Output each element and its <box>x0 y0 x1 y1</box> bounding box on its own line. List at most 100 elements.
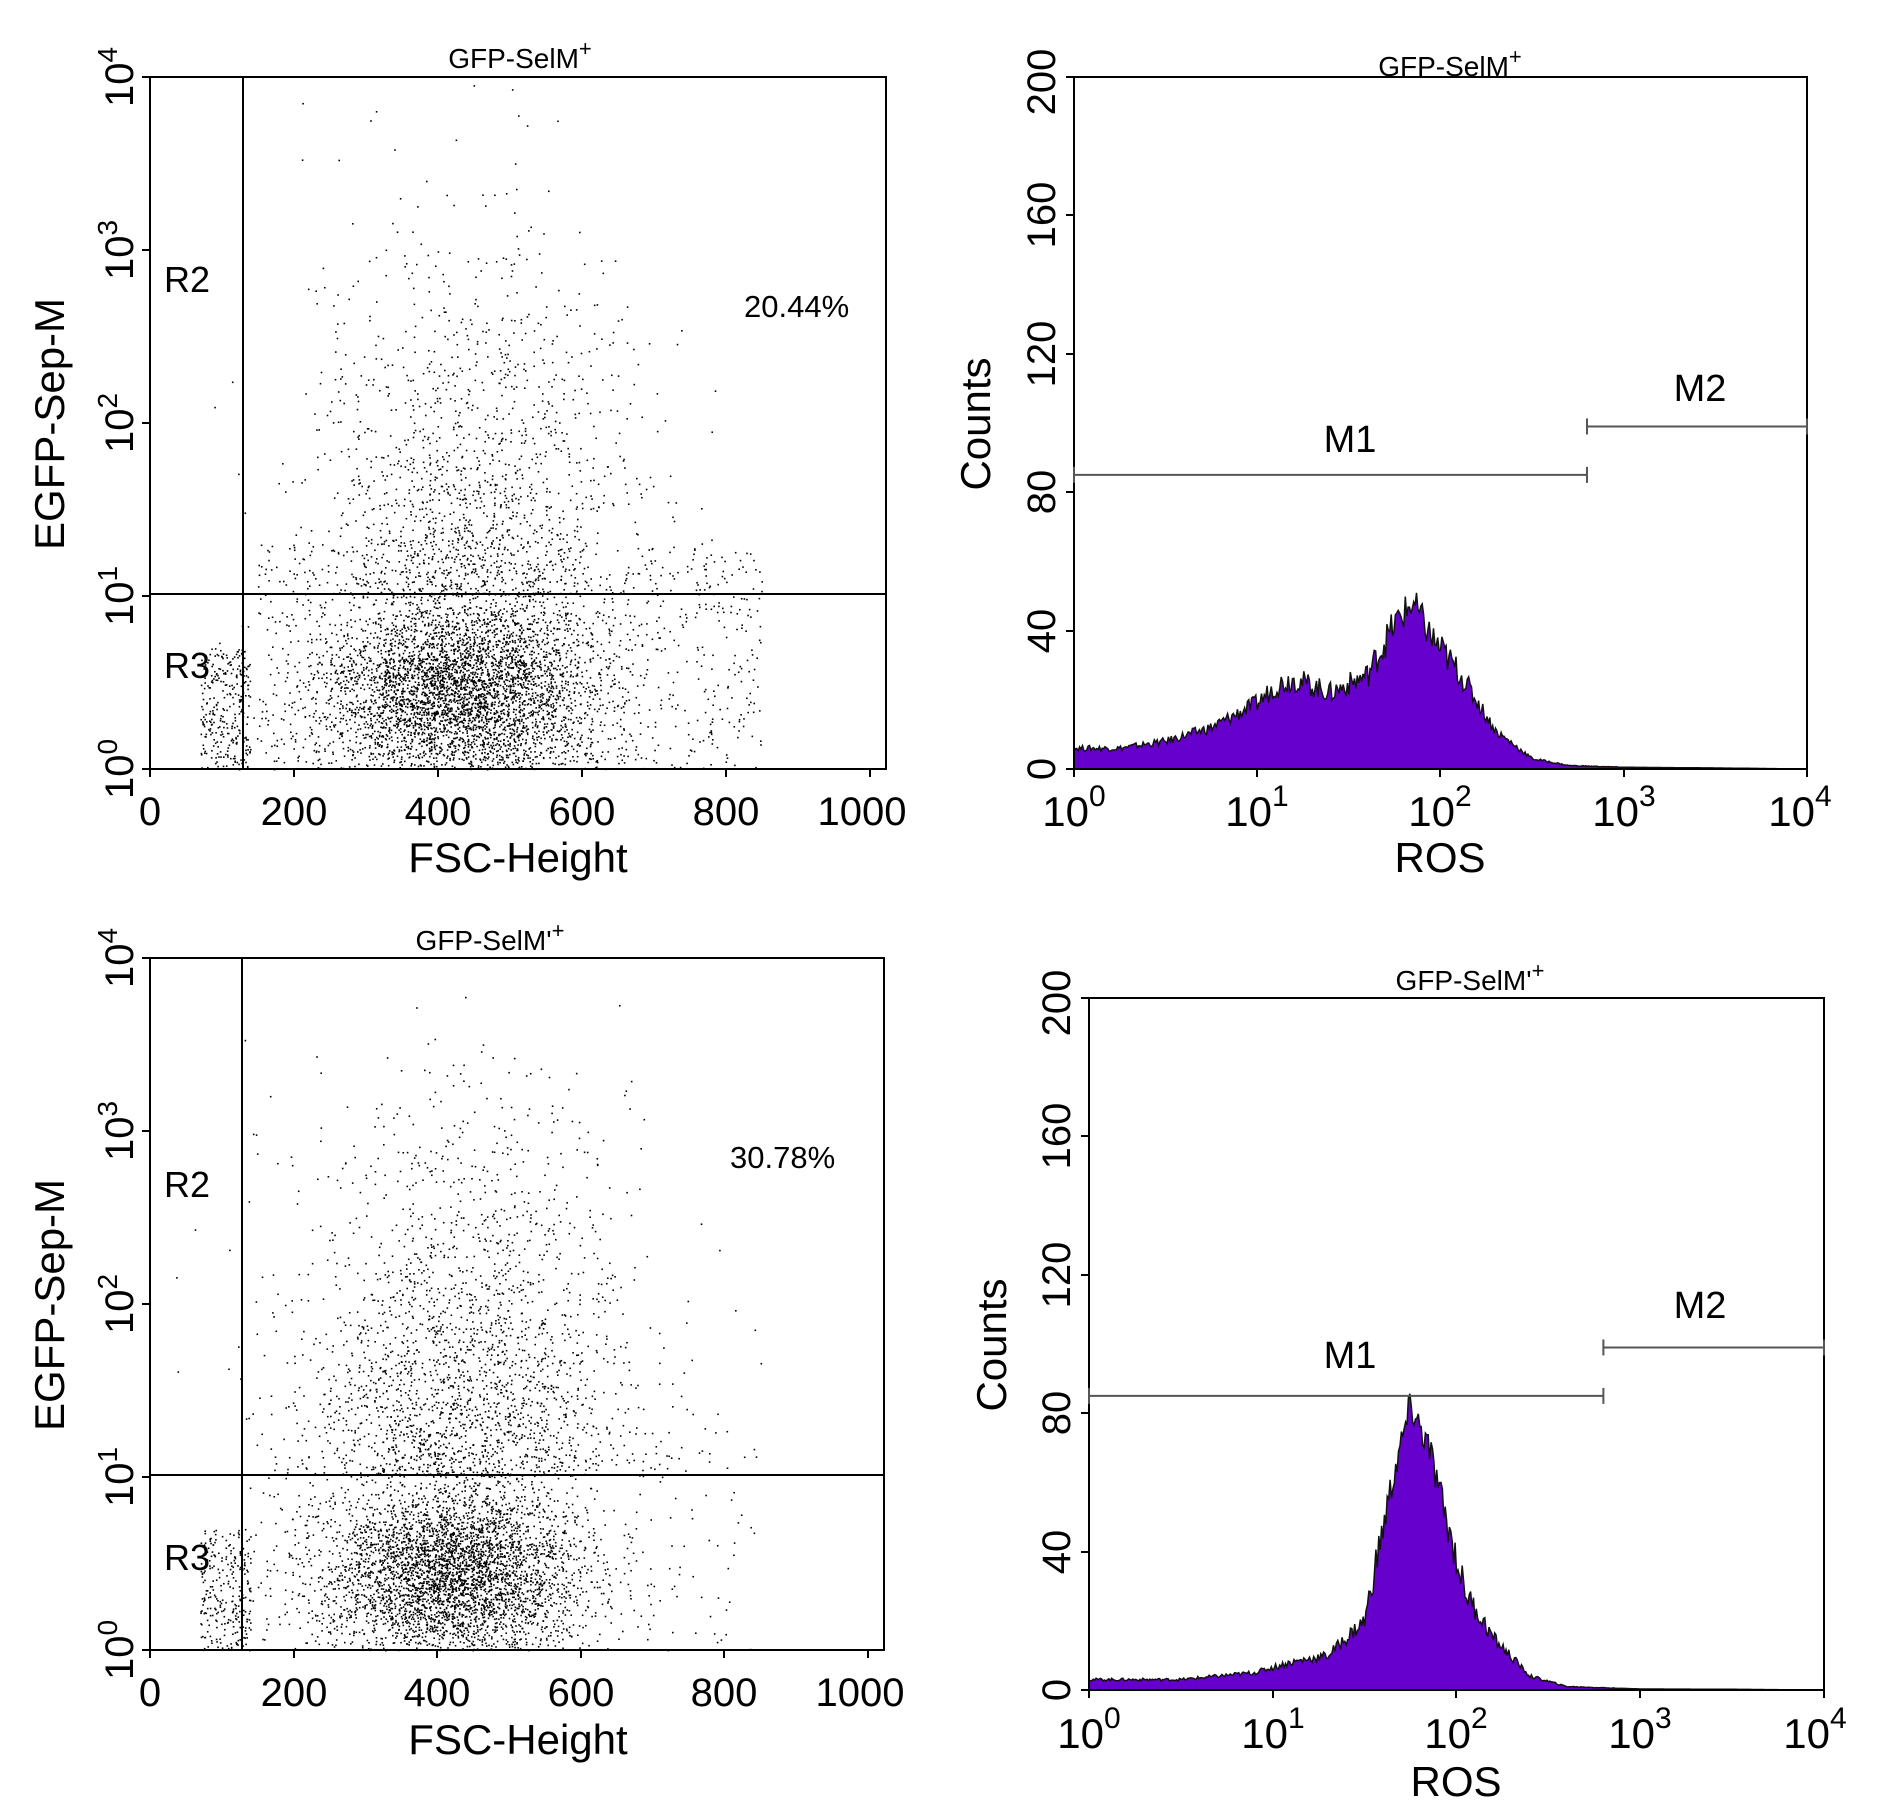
scatter-point <box>589 412 592 415</box>
scatter-point <box>232 741 234 744</box>
scatter-point <box>477 709 480 711</box>
scatter-point <box>308 715 311 717</box>
scatter-point <box>428 276 430 279</box>
scatter-point <box>454 527 457 530</box>
scatter-point <box>432 533 435 536</box>
scatter-point <box>369 745 371 747</box>
scatter-point <box>519 659 521 661</box>
scatter-point <box>360 585 363 587</box>
scatter-point <box>308 735 311 737</box>
scatter-point <box>409 742 412 745</box>
scatter-point <box>464 696 466 698</box>
scatter-point <box>496 537 498 539</box>
scatter-point <box>441 539 444 541</box>
scatter-point <box>523 572 525 574</box>
scatter-point <box>581 507 584 510</box>
scatter-point <box>440 617 443 619</box>
scatter-point <box>621 759 623 762</box>
scatter-point <box>554 681 556 684</box>
scatter-point <box>439 750 441 753</box>
scatter-point <box>373 637 375 639</box>
scatter-point <box>359 742 362 744</box>
scatter-point <box>420 243 423 246</box>
scatter-point <box>428 635 431 637</box>
scatter-point <box>457 665 459 668</box>
scatter-point <box>552 716 554 718</box>
scatter-point <box>699 589 701 591</box>
scatter-point <box>693 553 695 556</box>
scatter-point <box>366 723 369 725</box>
scatter-point <box>522 681 525 684</box>
scatter-point <box>399 707 402 710</box>
scatter-point <box>606 578 608 580</box>
scatter-point <box>549 622 551 624</box>
scatter-point <box>535 566 538 568</box>
scatter-point <box>435 626 437 629</box>
scatter-point <box>464 750 466 753</box>
scatter-point <box>432 675 435 678</box>
scatter-point <box>601 751 604 753</box>
scatter-point <box>549 674 551 676</box>
scatter-point <box>434 718 436 720</box>
scatter-point <box>423 728 426 731</box>
scatter-point <box>513 730 516 733</box>
scatter-point <box>408 569 411 571</box>
scatter-point <box>357 436 359 439</box>
scatter-point <box>525 645 527 648</box>
scatter-point <box>534 579 537 582</box>
scatter-point <box>359 421 362 423</box>
scatter-point <box>400 596 403 599</box>
scatter-point <box>357 400 360 403</box>
scatter-point <box>340 700 342 702</box>
scatter-point <box>477 716 480 719</box>
scatter-point <box>373 378 375 381</box>
scatter-point <box>390 680 393 683</box>
scatter-point <box>468 674 470 676</box>
scatter-point <box>487 693 489 695</box>
scatter-point <box>551 527 554 530</box>
scatter-point <box>347 746 350 749</box>
scatter-point <box>464 574 467 577</box>
scatter-point <box>304 716 307 719</box>
scatter-point <box>374 721 377 724</box>
scatter-point <box>395 701 397 704</box>
scatter-point <box>608 630 611 632</box>
scatter-point <box>238 665 241 667</box>
scatter-point <box>233 686 235 689</box>
scatter-point <box>370 701 373 703</box>
scatter-point <box>433 658 436 661</box>
scatter-point <box>566 650 569 652</box>
scatter-point <box>596 542 598 545</box>
scatter-point <box>471 624 474 626</box>
scatter-point <box>533 659 536 661</box>
scatter-point <box>428 668 430 671</box>
scatter-point <box>536 644 539 647</box>
scatter-point <box>488 678 491 680</box>
scatter-point <box>551 564 554 567</box>
scatter-point <box>498 639 500 642</box>
scatter-point <box>498 543 501 546</box>
scatter-point <box>337 677 340 680</box>
scatter-point <box>508 664 510 666</box>
scatter-point <box>394 618 397 620</box>
scatter-point <box>620 753 622 756</box>
scatter-point <box>459 699 462 701</box>
scatter-point <box>454 745 457 748</box>
scatter-point <box>403 679 405 681</box>
scatter-point <box>331 550 333 552</box>
scatter-point <box>240 698 242 701</box>
scatter-point <box>671 705 673 708</box>
scatter-point <box>449 513 452 515</box>
scatter-point <box>394 645 396 647</box>
scatter-point <box>546 633 549 636</box>
scatter-point <box>389 720 392 723</box>
scatter-point <box>495 677 497 680</box>
scatter-point <box>494 483 497 486</box>
scatter-point <box>572 675 574 678</box>
scatter-point <box>508 370 511 373</box>
scatter-point <box>245 752 248 755</box>
scatter-point <box>483 708 486 711</box>
scatter-point <box>337 323 339 325</box>
scatter-point <box>385 734 388 736</box>
scatter-point <box>528 599 531 601</box>
